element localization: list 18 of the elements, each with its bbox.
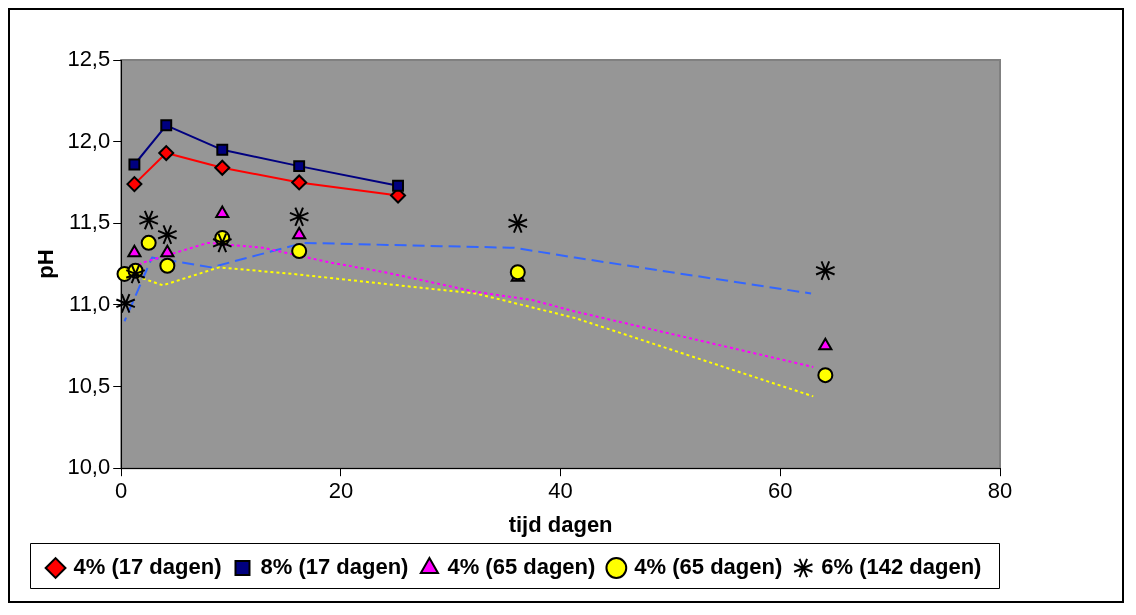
legend-label: 6% (142 dagen) <box>821 554 982 580</box>
y-tick-label: 12,5 <box>67 46 111 72</box>
y-axis-title: pH <box>33 249 59 279</box>
legend-label: 4% (65 dagen) <box>634 554 783 580</box>
x-tick-label: 20 <box>328 478 354 504</box>
x-tick-label: 80 <box>987 478 1013 504</box>
legend-label: 8% (17 dagen) <box>260 554 409 580</box>
y-tick-label: 10,5 <box>67 372 111 398</box>
y-tick-label: 11,0 <box>69 290 111 316</box>
y-tick-label: 11,5 <box>69 209 111 235</box>
legend-label: 4% (17 dagen) <box>73 554 222 580</box>
y-tick-label: 10,0 <box>67 454 111 480</box>
legend-label: 4% (65 dagen) <box>447 554 596 580</box>
x-axis-title: tijd dagen <box>508 511 613 537</box>
x-tick-label: 40 <box>548 478 573 504</box>
x-tick-label: 60 <box>768 478 793 504</box>
y-tick-label: 12,0 <box>67 127 111 153</box>
x-tick-label: 0 <box>115 478 128 504</box>
